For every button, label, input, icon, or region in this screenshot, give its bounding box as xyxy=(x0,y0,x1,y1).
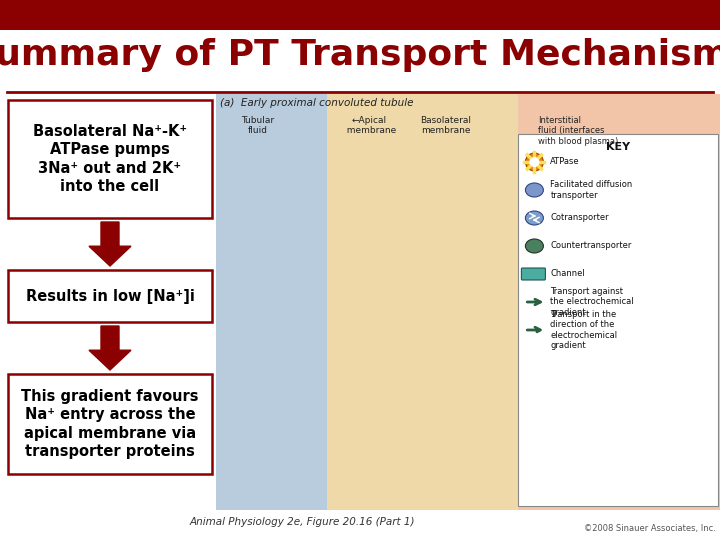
Text: Animal Physiology 2e, Figure 20.16 (Part 1): Animal Physiology 2e, Figure 20.16 (Part… xyxy=(189,517,415,527)
Ellipse shape xyxy=(526,211,544,225)
Polygon shape xyxy=(89,222,131,266)
Text: Countertransporter: Countertransporter xyxy=(550,241,631,251)
Text: Basolateral Na⁺-K⁺
ATPase pumps
3Na⁺ out and 2K⁺
into the cell: Basolateral Na⁺-K⁺ ATPase pumps 3Na⁺ out… xyxy=(33,124,187,194)
Text: (a)  Early proximal convoluted tubule: (a) Early proximal convoluted tubule xyxy=(220,98,413,108)
Text: This gradient favours
Na⁺ entry across the
apical membrane via
transporter prote: This gradient favours Na⁺ entry across t… xyxy=(22,389,199,460)
Text: ←Apical
  membrane: ←Apical membrane xyxy=(341,116,397,136)
Text: Summary of PT Transport Mechanisms: Summary of PT Transport Mechanisms xyxy=(0,38,720,72)
Text: Interstitial
fluid (interfaces
with blood plasma): Interstitial fluid (interfaces with bloo… xyxy=(539,116,618,146)
Bar xyxy=(8,374,212,474)
Bar xyxy=(518,134,718,506)
Circle shape xyxy=(526,153,544,171)
Bar xyxy=(216,94,327,510)
Text: ©2008 Sinauer Associates, Inc.: ©2008 Sinauer Associates, Inc. xyxy=(584,523,716,532)
Text: Transport against
the electrochemical
gradient: Transport against the electrochemical gr… xyxy=(550,287,634,317)
Text: KEY: KEY xyxy=(606,142,630,152)
Ellipse shape xyxy=(526,239,544,253)
Text: Transport in the
direction of the
electrochemical
gradient: Transport in the direction of the electr… xyxy=(550,310,618,350)
Text: Cotransporter: Cotransporter xyxy=(550,213,609,222)
Bar xyxy=(0,0,720,30)
Text: Basolateral
membrane: Basolateral membrane xyxy=(420,116,471,136)
Text: Results in low [Na⁺]i: Results in low [Na⁺]i xyxy=(26,288,194,303)
Text: Facilitated diffusion
transporter: Facilitated diffusion transporter xyxy=(550,180,633,200)
Bar xyxy=(8,100,212,218)
Bar xyxy=(8,270,212,322)
Text: Tubular
fluid: Tubular fluid xyxy=(242,116,275,136)
Bar xyxy=(327,94,518,510)
FancyBboxPatch shape xyxy=(521,268,546,280)
Text: ATPase: ATPase xyxy=(550,158,580,166)
Ellipse shape xyxy=(526,183,544,197)
Polygon shape xyxy=(89,326,131,370)
Text: Channel: Channel xyxy=(550,269,585,279)
Circle shape xyxy=(529,157,539,167)
Bar xyxy=(518,94,720,510)
